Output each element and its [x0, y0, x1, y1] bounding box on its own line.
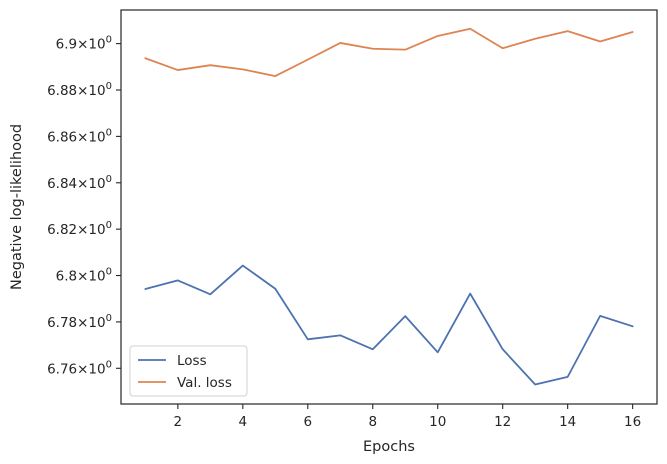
axes: 2 4 6 8 10 12 14 166.76×1006.78×1006.8×1006.82×… — [9, 9, 658, 455]
legend-box — [129, 345, 248, 397]
y-tick-exponent: 0 — [106, 81, 112, 92]
y-tick-mantissa: 6.8 — [56, 269, 77, 285]
x-tick-label: 16 — [624, 414, 641, 430]
legend: Loss Val. loss — [129, 345, 248, 397]
x-axis-label: Epochs — [363, 439, 415, 455]
y-axis-label: Negative log-likelihood — [9, 124, 25, 290]
y-tick-mantissa: 6.82 — [47, 222, 77, 238]
y-tick-label: 6.86×100 — [47, 127, 112, 145]
series-line-1 — [144, 264, 634, 386]
times-sign: ×10 — [77, 315, 106, 331]
y-tick-label: 6.82×100 — [47, 220, 112, 238]
y-tick-label: 6.9×100 — [56, 35, 112, 53]
times-sign: ×10 — [77, 222, 106, 238]
times-sign: ×10 — [77, 83, 106, 99]
x-tick-label: 4 — [239, 414, 248, 430]
y-tick-label: 6.76×100 — [47, 359, 112, 377]
plot-area — [144, 27, 634, 386]
x-tick-label: 6 — [303, 414, 312, 430]
x-tick-label: 8 — [368, 414, 377, 430]
y-tick-exponent: 0 — [106, 267, 112, 278]
y-tick-mantissa: 6.88 — [47, 83, 77, 99]
y-tick-label: 6.8×100 — [56, 267, 112, 285]
times-sign: ×10 — [77, 361, 106, 377]
y-tick-label: 6.88×100 — [47, 81, 112, 99]
times-sign: ×10 — [77, 129, 106, 145]
times-sign: ×10 — [77, 37, 106, 53]
x-tick-label: 12 — [494, 414, 511, 430]
y-tick-exponent: 0 — [106, 220, 112, 231]
y-tick-exponent: 0 — [106, 359, 112, 370]
y-tick-exponent: 0 — [106, 313, 112, 324]
x-tick-label: 2 — [174, 414, 183, 430]
y-tick-exponent: 0 — [106, 35, 112, 46]
x-tick-label: 10 — [429, 414, 446, 430]
times-sign: ×10 — [77, 269, 106, 285]
y-tick-mantissa: 6.9 — [56, 37, 77, 53]
legend-label-1: Loss — [177, 353, 207, 369]
y-tick-exponent: 0 — [106, 174, 112, 185]
y-tick-label: 6.78×100 — [47, 313, 112, 331]
x-tick-label: 14 — [559, 414, 576, 430]
times-sign: ×10 — [77, 176, 106, 192]
y-tick-exponent: 0 — [106, 127, 112, 138]
y-tick-mantissa: 6.76 — [47, 361, 77, 377]
y-tick-mantissa: 6.78 — [47, 315, 77, 331]
legend-label-2: Val. loss — [177, 375, 232, 391]
y-tick-mantissa: 6.84 — [47, 176, 77, 192]
series-line-2 — [144, 27, 634, 77]
axes-frame — [120, 9, 658, 405]
y-tick-label: 6.84×100 — [47, 174, 112, 192]
y-tick-mantissa: 6.86 — [47, 129, 77, 145]
